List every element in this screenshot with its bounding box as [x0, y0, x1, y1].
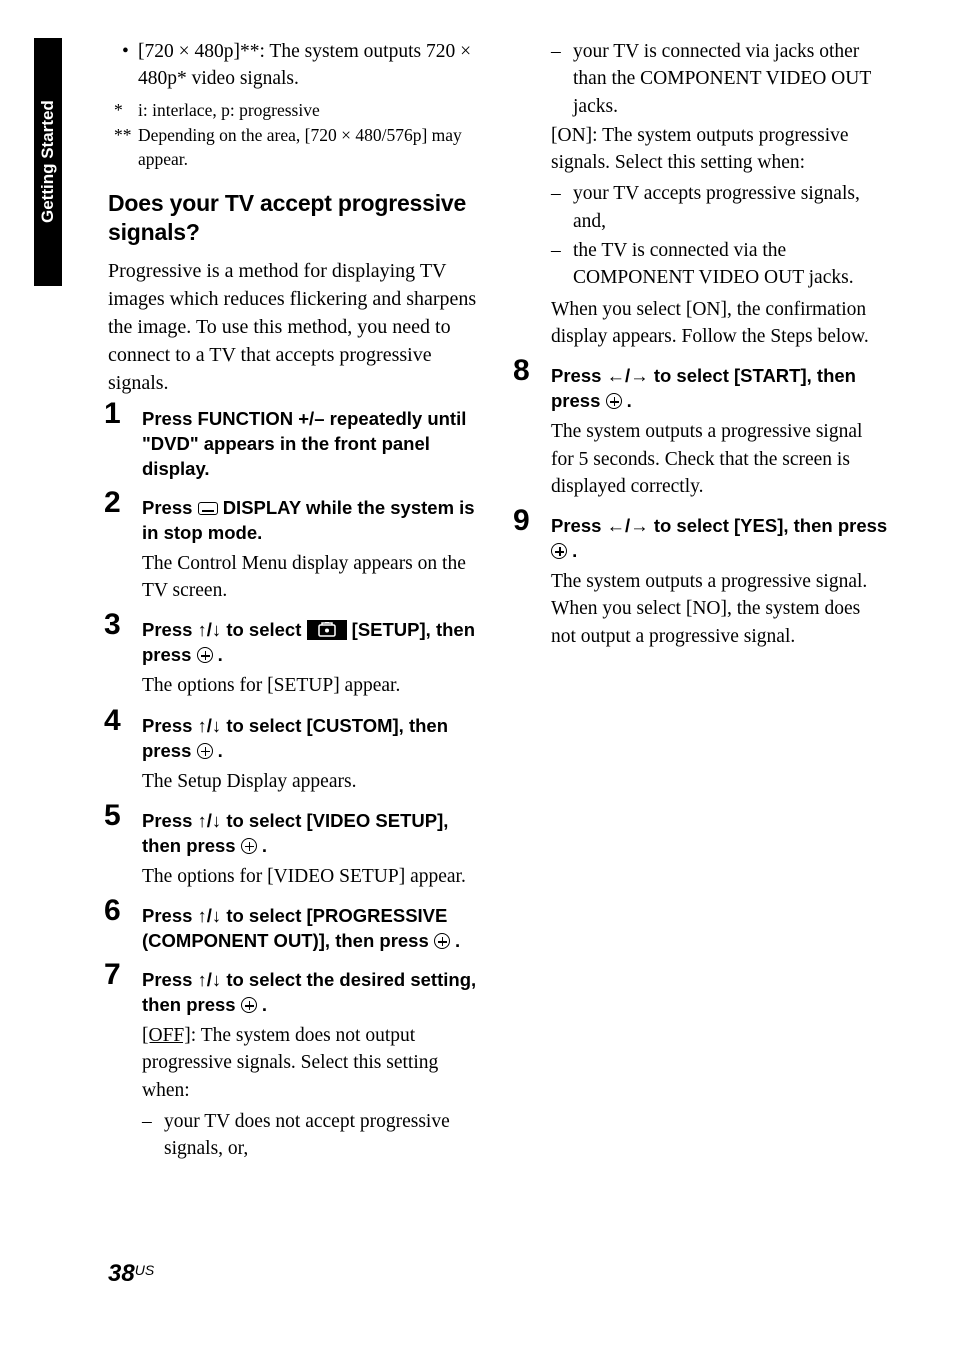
dash-glyph: –	[142, 1108, 152, 1135]
step-heading: Press ↑/↓ to select [VIDEO SETUP], then …	[142, 809, 479, 859]
step-heading-part-a: Press ↑/↓ to select [VIDEO SETUP], then …	[142, 810, 448, 856]
step-number: 4	[104, 704, 121, 738]
step-body: The system outputs a progressive signal …	[551, 418, 888, 500]
step-number: 6	[104, 894, 121, 928]
page-footer: 38US	[108, 1260, 154, 1288]
step-number: 2	[104, 486, 121, 520]
step-body: The Control Menu display appears on the …	[142, 550, 479, 605]
dash-glyph: –	[551, 180, 561, 207]
step-8: 8 Press ←/→ to select [START], then pres…	[517, 364, 888, 500]
step-5: 5 Press ↑/↓ to select [VIDEO SETUP], the…	[108, 809, 479, 890]
step-9: 9 Press ←/→ to select [YES], then press …	[517, 514, 888, 650]
step-on-sub1: – your TV accepts progressive signals, a…	[551, 180, 888, 235]
step-heading: Press ←/→ to select [START], then press …	[551, 364, 888, 414]
step-heading: Press ←/→ to select [YES], then press .	[551, 514, 888, 564]
step-heading-part-c: .	[218, 644, 223, 665]
step-number: 8	[513, 354, 530, 388]
step-off-body: [OFF]: The system does not output progre…	[142, 1022, 479, 1104]
step-heading-part-b: .	[455, 930, 460, 951]
bullet-glyph: •	[122, 38, 129, 65]
step-heading: Press ↑/↓ to select [SETUP], then press …	[142, 618, 479, 668]
step-6: 6 Press ↑/↓ to select [PROGRESSIVE (COMP…	[108, 904, 479, 954]
enter-icon	[434, 933, 450, 949]
step-body: The Setup Display appears.	[142, 768, 479, 795]
footnote-interlace: * i: interlace, p: progressive	[108, 99, 479, 123]
step-heading: Press FUNCTION +/– repeatedly until "DVD…	[142, 407, 479, 482]
step-number: 1	[104, 397, 121, 431]
step-heading: Press DISPLAY while the system is in sto…	[142, 496, 479, 546]
section-tab-label: Getting Started	[38, 101, 58, 224]
step-heading-part-a: Press ↑/↓ to select [CUSTOM], then press	[142, 715, 448, 761]
footnote-text: Depending on the area, [720 × 480/576p] …	[138, 125, 462, 169]
enter-icon	[241, 997, 257, 1013]
enter-icon	[551, 543, 567, 559]
footnote-mark: **	[114, 124, 132, 148]
enter-icon	[197, 647, 213, 663]
footnote-text: i: interlace, p: progressive	[138, 100, 320, 120]
enter-icon	[241, 838, 257, 854]
dash-glyph: –	[551, 38, 561, 65]
sub-text: the TV is connected via the COMPONENT VI…	[573, 240, 854, 288]
step-body: The options for [SETUP] appear.	[142, 672, 479, 699]
step-2: 2 Press DISPLAY while the system is in s…	[108, 496, 479, 605]
sub-text: your TV does not accept progressive sign…	[164, 1111, 450, 1159]
section-body: Progressive is a method for displaying T…	[108, 257, 479, 397]
step-heading-part-a: Press ↑/↓ to select	[142, 619, 307, 640]
step-4: 4 Press ↑/↓ to select [CUSTOM], then pre…	[108, 714, 479, 795]
step-heading: Press ↑/↓ to select [PROGRESSIVE (COMPON…	[142, 904, 479, 954]
footnote-area: ** Depending on the area, [720 × 480/576…	[108, 124, 479, 171]
step-body: The options for [VIDEO SETUP] appear.	[142, 863, 479, 890]
step-heading-part-b: .	[572, 540, 577, 561]
step-body: The system outputs a progressive signal.…	[551, 568, 888, 650]
step-1: 1 Press FUNCTION +/– repeatedly until "D…	[108, 407, 479, 482]
step-heading-part-a: Press ↑/↓ to select [PROGRESSIVE (COMPON…	[142, 905, 447, 951]
step-heading-part-a: Press	[142, 497, 198, 518]
enter-icon	[197, 743, 213, 759]
step-on-sub2: – the TV is connected via the COMPONENT …	[551, 237, 888, 292]
step-number: 7	[104, 958, 121, 992]
section-heading: Does your TV accept progressive signals?	[108, 189, 479, 247]
step-heading-part-b: .	[218, 740, 223, 761]
step-on-body: [ON]: The system outputs progressive sig…	[551, 122, 888, 177]
setup-icon	[307, 620, 347, 640]
sub-text: your TV accepts progressive signals, and…	[573, 183, 860, 231]
bullet-720x480p: • [720 × 480p]**: The system outputs 720…	[108, 38, 479, 93]
step-tail: When you select [ON], the confirmation d…	[551, 296, 888, 351]
step-heading: Press ↑/↓ to select [CUSTOM], then press…	[142, 714, 479, 764]
step-number: 9	[513, 504, 530, 538]
step-heading-part-a: Press ↑/↓ to select the desired setting,…	[142, 969, 476, 1015]
step-heading-part-b: .	[627, 390, 632, 411]
page-content: • [720 × 480p]**: The system outputs 720…	[108, 38, 888, 1198]
step-heading-part-a: Press ←/→ to select [YES], then press	[551, 515, 887, 536]
step-off-sub2: – your TV is connected via jacks other t…	[551, 38, 888, 120]
footnote-mark: *	[114, 99, 123, 123]
display-icon	[198, 502, 218, 515]
step-heading-part-b: .	[262, 835, 267, 856]
step-heading-part-a: Press ←/→ to select [START], then press	[551, 365, 856, 411]
bullet-text: [720 × 480p]**: The system outputs 720 ×…	[138, 41, 471, 89]
section-tab: Getting Started	[34, 38, 62, 286]
step-heading: Press ↑/↓ to select the desired setting,…	[142, 968, 479, 1018]
page-number: 38	[108, 1260, 135, 1287]
step-heading-part-b: .	[262, 994, 267, 1015]
step-number: 5	[104, 799, 121, 833]
page-locale: US	[135, 1262, 154, 1278]
step-number: 3	[104, 608, 121, 642]
dash-glyph: –	[551, 237, 561, 264]
step-3: 3 Press ↑/↓ to select [SETUP], then pres…	[108, 618, 479, 699]
step-off-sub1: – your TV does not accept progressive si…	[142, 1108, 479, 1163]
enter-icon	[606, 393, 622, 409]
sub-text: your TV is connected via jacks other tha…	[573, 41, 871, 117]
off-label: [OFF]	[142, 1025, 191, 1046]
